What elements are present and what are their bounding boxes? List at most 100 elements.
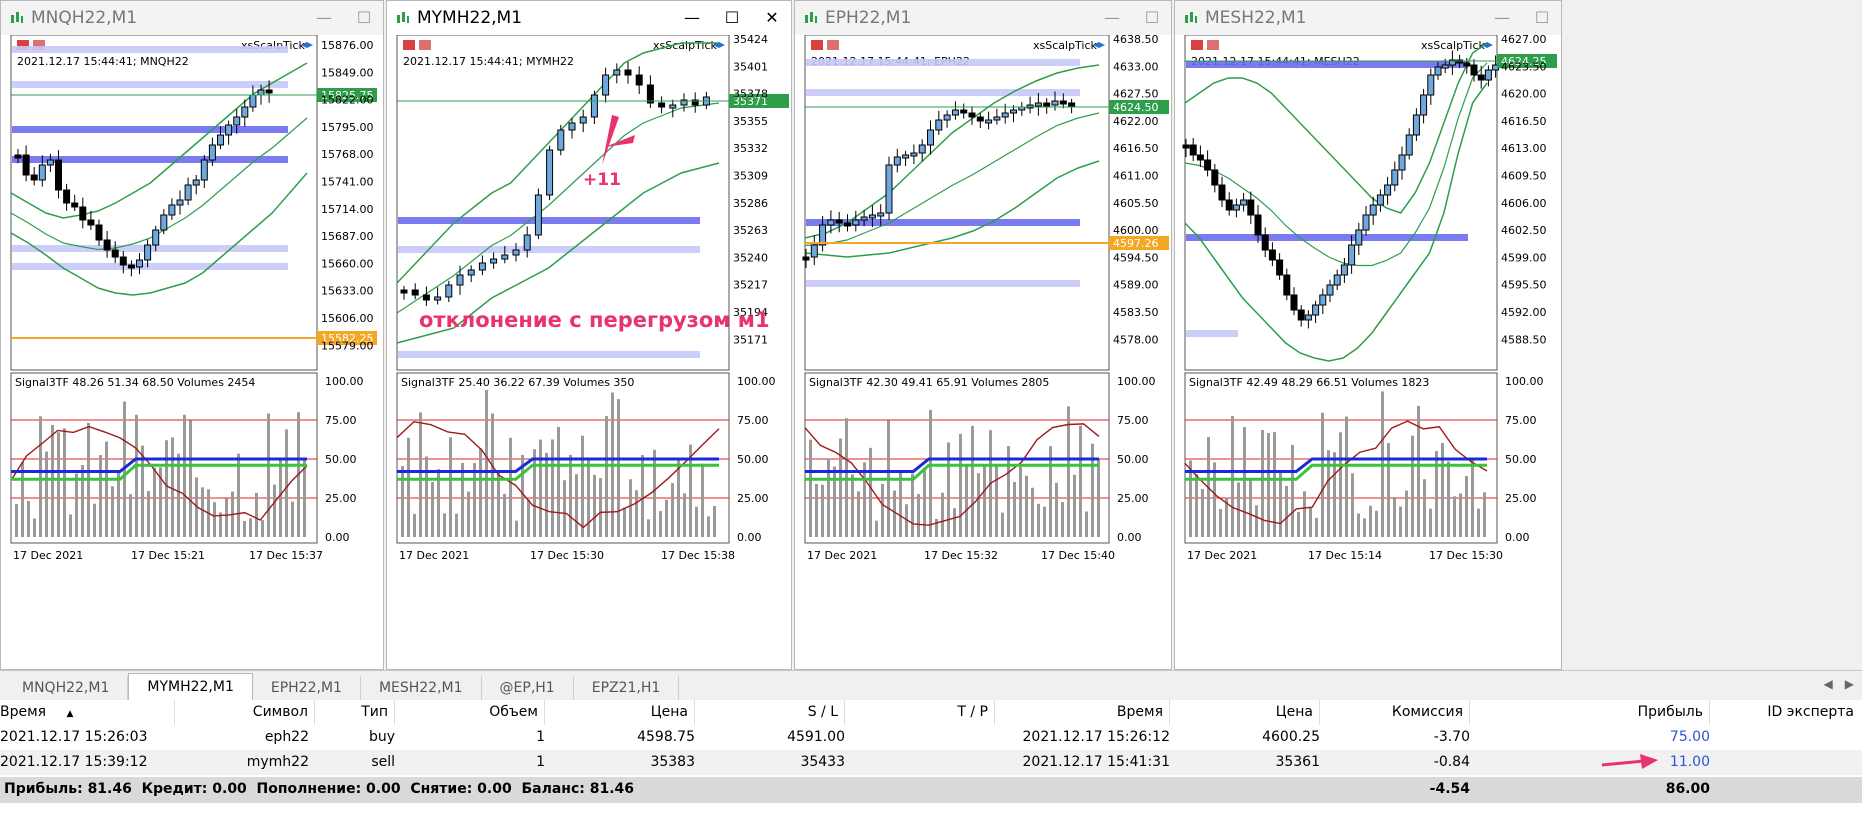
- volume-bar: [659, 511, 662, 537]
- candle: [1384, 184, 1392, 196]
- col-header-symbol[interactable]: Символ: [175, 700, 315, 725]
- close-button[interactable]: ✕: [765, 8, 779, 27]
- volume-bar: [917, 494, 920, 537]
- window-titlebar[interactable]: MNQH22,M1 — ☐: [1, 1, 383, 35]
- minimize-button[interactable]: —: [1104, 8, 1120, 27]
- candle: [1304, 314, 1312, 321]
- current-price-tag: [317, 88, 377, 102]
- col-header-time[interactable]: Время ▲: [0, 700, 175, 725]
- col-header-commission[interactable]: Комиссия: [1320, 700, 1470, 725]
- price-axis-label: 35332: [733, 142, 768, 155]
- candle: [1441, 64, 1449, 69]
- oscillator-axis-label: 25.00: [325, 492, 357, 505]
- volume-bar: [1351, 473, 1354, 537]
- candle: [1355, 229, 1363, 246]
- minimize-button[interactable]: —: [1494, 8, 1510, 27]
- window-titlebar[interactable]: EPH22,M1 — ☐: [795, 1, 1171, 35]
- volume-bar: [1483, 492, 1486, 537]
- table-row[interactable]: 2021.12.17 15:39:12 mymh22 sell 1 35383 …: [0, 750, 1862, 775]
- volume-bar: [183, 414, 186, 537]
- volume-bar: [1019, 465, 1022, 537]
- window-titlebar[interactable]: MYMH22,M1 — ☐ ✕: [387, 1, 791, 35]
- chart-area[interactable]: xsScalpTick 2021.12.17 15:44:41; MYMH22 35…: [387, 33, 791, 669]
- candle: [951, 109, 959, 116]
- tab-mymh22[interactable]: MYMH22,M1: [128, 673, 253, 700]
- tab-mesh22[interactable]: MESH22,M1: [361, 676, 482, 700]
- tab-ep-h1[interactable]: @EP,H1: [482, 676, 574, 700]
- time-axis-label: 17 Dec 2021: [807, 549, 877, 562]
- col-header-close-time[interactable]: Время: [995, 700, 1170, 725]
- indicator-icon: [827, 40, 839, 50]
- volume-bar: [1375, 510, 1378, 537]
- col-header-volume[interactable]: Объем: [395, 700, 545, 725]
- price-axis-label: 15579.00: [321, 339, 374, 352]
- candle: [1369, 204, 1377, 216]
- volume-bar: [509, 437, 512, 537]
- volume-bar: [1447, 461, 1450, 537]
- chart-window-mym[interactable]: MYMH22,M1 — ☐ ✕ xsScalpTick 2021.12.17 15…: [386, 0, 792, 670]
- col-header-profit[interactable]: Прибыль: [1470, 700, 1710, 725]
- maximize-button[interactable]: ☐: [1144, 8, 1160, 27]
- chart-area[interactable]: xsScalpTick 2021.12.17 15:44:41; MNQH22 15…: [1, 34, 383, 669]
- volume-bar: [959, 433, 962, 537]
- scroll-left-icon[interactable]: ◀: [1823, 677, 1833, 691]
- maximize-button[interactable]: ☐: [1534, 8, 1550, 27]
- volume-bar: [1411, 435, 1414, 537]
- col-header-price[interactable]: Цена: [545, 700, 695, 725]
- volume-bar: [587, 459, 590, 537]
- minimize-button[interactable]: —: [684, 8, 700, 27]
- account-summary: Прибыль: 81.46 Кредит: 0.00 Пополнение: …: [4, 781, 634, 797]
- scroll-right-icon[interactable]: ▶: [1844, 677, 1854, 691]
- chart-window-mnq[interactable]: MNQH22,M1 — ☐ xsScalpTick 2021.12.17 15:4…: [0, 0, 384, 670]
- volume-bar: [701, 463, 704, 537]
- price-level-zone: [1186, 234, 1468, 241]
- tab-mnqh22[interactable]: MNQH22,M1: [4, 676, 129, 700]
- price-axis-label: 15606.00: [321, 312, 374, 325]
- price-axis-label: 4595.50: [1501, 279, 1547, 292]
- volume-bar: [497, 471, 500, 537]
- cell-volume: 1: [536, 754, 545, 770]
- candle: [217, 134, 224, 146]
- col-header-tp[interactable]: T / P: [845, 700, 995, 725]
- price-axis-label: 4578.00: [1113, 333, 1159, 346]
- volume-bar: [117, 471, 120, 537]
- candle: [411, 289, 419, 296]
- oscillator-axis-label: 0.00: [325, 531, 350, 544]
- col-header-type[interactable]: Тип: [315, 700, 395, 725]
- volume-bar: [1477, 508, 1480, 537]
- price-level-zone: [806, 59, 1080, 66]
- table-row[interactable]: 2021.12.17 15:26:03 eph22 buy 1 4598.75 …: [0, 725, 1862, 750]
- volume-bar: [1255, 505, 1258, 537]
- col-header-sl[interactable]: S / L: [695, 700, 845, 725]
- candle: [1348, 244, 1356, 266]
- col-header-close-price[interactable]: Цена: [1170, 700, 1320, 725]
- time-axis-label: 17 Dec 15:40: [1041, 549, 1115, 562]
- oscillator-axis-label: 100.00: [1117, 375, 1156, 388]
- tab-eph22[interactable]: EPH22,M1: [253, 676, 361, 700]
- volume-bar: [407, 437, 410, 537]
- signal-line-green: [1185, 463, 1487, 481]
- window-titlebar[interactable]: MESH22,M1 — ☐: [1175, 1, 1561, 35]
- signal-line-blue: [397, 457, 719, 473]
- price-axis-label: 35263: [733, 224, 768, 237]
- candle: [1010, 109, 1017, 114]
- volume-bar: [881, 484, 884, 537]
- tab-epz21-h1[interactable]: EPZ21,H1: [574, 676, 680, 700]
- maximize-button[interactable]: ☐: [356, 8, 372, 27]
- volume-bar: [273, 484, 276, 537]
- volume-bar: [545, 452, 548, 537]
- price-axis-label: 35217: [733, 279, 768, 292]
- price-axis-label: 4606.00: [1501, 197, 1547, 210]
- volume-bar: [707, 516, 710, 537]
- col-header-expert-id[interactable]: ID эксперта: [1767, 704, 1854, 720]
- oscillator-axis-label: 25.00: [1505, 492, 1537, 505]
- candle: [400, 289, 408, 294]
- cell-type: buy: [368, 729, 395, 745]
- maximize-button[interactable]: ☐: [724, 8, 740, 27]
- volume-bar: [195, 477, 198, 537]
- minimize-button[interactable]: —: [316, 8, 332, 27]
